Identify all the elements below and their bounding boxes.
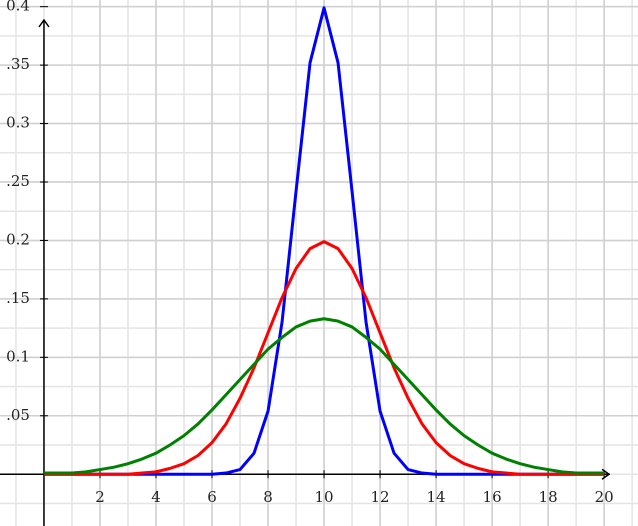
y-tick-label: .05 (6, 406, 30, 424)
y-tick-label: 0.2 (6, 230, 30, 248)
x-tick-label: 10 (314, 488, 333, 506)
x-tick-label: 16 (483, 488, 502, 506)
x-tick-label: 4 (151, 488, 161, 506)
x-tick-label: 18 (539, 488, 558, 506)
x-tick-label: 14 (427, 488, 446, 506)
y-tick-label: .15 (6, 289, 30, 307)
line-series (43, 317, 605, 475)
x-tick-label: 6 (207, 488, 217, 506)
y-tick-label: 0.4 (6, 0, 30, 15)
x-tick-label: 8 (263, 488, 273, 506)
y-tick-label: 0.3 (6, 114, 30, 132)
y-tick-label: .25 (6, 172, 30, 190)
x-tick-label: 2 (95, 488, 105, 506)
y-tick-label: 0.1 (6, 347, 30, 365)
line-series (43, 240, 605, 476)
y-tick-label: .35 (6, 55, 30, 73)
x-tick-label: 12 (371, 488, 390, 506)
x-tick-label: 20 (595, 488, 614, 506)
y-axis-arrow (38, 18, 50, 28)
